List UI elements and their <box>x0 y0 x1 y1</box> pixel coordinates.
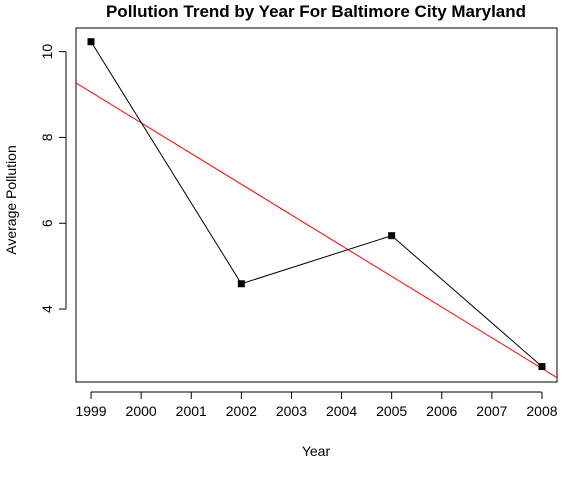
y-tick-label: 8 <box>39 133 55 141</box>
data-point <box>388 232 396 240</box>
trend-layer <box>75 82 558 379</box>
x-axis: 1999 2000 2001 2002 2003 2004 2005 2006 2007 2008 <box>75 391 558 419</box>
y-tick-label: 10 <box>39 44 55 60</box>
trend-line <box>75 82 558 379</box>
plot-frame <box>75 27 558 383</box>
x-tick-label: 2007 <box>476 403 507 419</box>
data-point <box>538 363 546 371</box>
x-axis-label: Year <box>302 443 331 459</box>
y-tick-label: 4 <box>39 305 55 313</box>
data-point <box>87 38 95 46</box>
x-tick-label: 2003 <box>276 403 307 419</box>
x-tick-label: 2006 <box>426 403 457 419</box>
y-axis-label: Average Pollution <box>3 145 19 254</box>
x-tick-label: 2001 <box>176 403 207 419</box>
y-axis: 4 6 8 10 <box>39 44 67 313</box>
x-tick-label: 2000 <box>126 403 157 419</box>
chart-title: Pollution Trend by Year For Baltimore Ci… <box>106 2 526 21</box>
y-tick-label: 6 <box>39 219 55 227</box>
x-tick-label: 2005 <box>376 403 407 419</box>
series-layer <box>87 38 546 371</box>
x-tick-label: 2008 <box>526 403 557 419</box>
x-tick-label: 1999 <box>75 403 106 419</box>
x-tick-label: 2002 <box>226 403 257 419</box>
x-tick-label: 2004 <box>326 403 357 419</box>
series-line <box>90 41 543 367</box>
data-point <box>237 280 245 288</box>
